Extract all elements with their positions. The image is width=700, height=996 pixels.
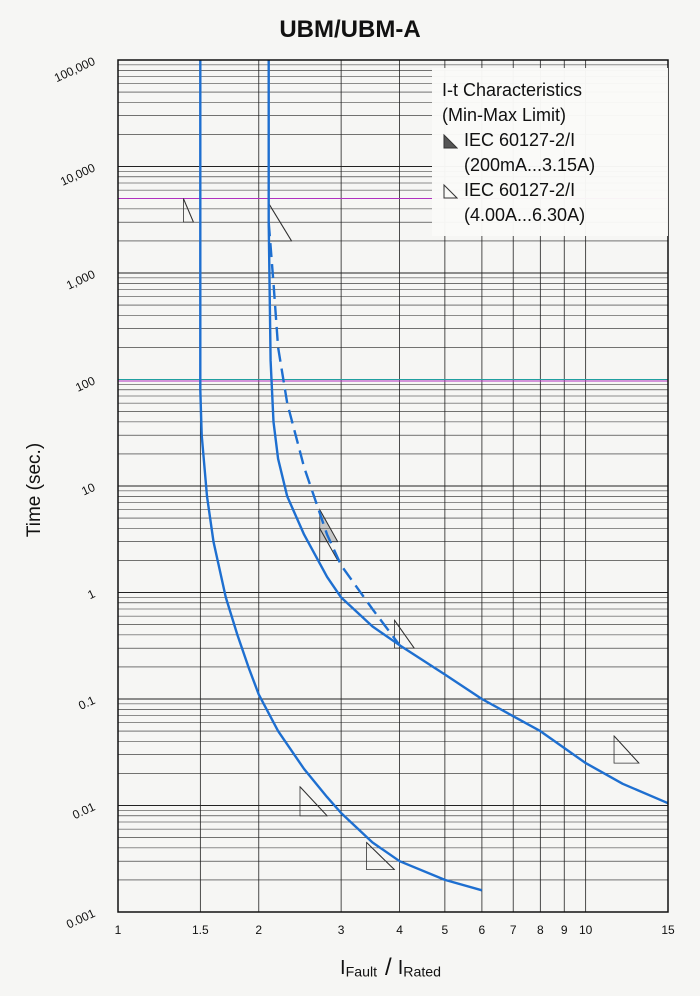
y-tick-label: 100,000 (52, 54, 98, 85)
x-axis-label-rated-letter: I (397, 957, 404, 979)
x-tick-label: 9 (561, 923, 568, 937)
x-tick-label: 15 (661, 923, 675, 937)
x-axis-label-fault: Fault (345, 964, 378, 981)
dashed-curve (267, 222, 401, 646)
x-tick-label: 5 (442, 923, 449, 937)
solid-curve (199, 60, 483, 892)
x-axis-label-rated: Rated (403, 964, 442, 981)
x-axis-label-fault-letter: I (340, 957, 346, 979)
legend-title-line2: (Min-Max Limit) (442, 105, 566, 125)
legend: I-t Characteristics (Min-Max Limit) IEC … (432, 68, 668, 236)
y-tick-label: 1 (85, 586, 97, 602)
legend-entry-2: IEC 60127-2/I (442, 178, 668, 203)
limit-marker-outline (319, 526, 339, 561)
y-tick-label: 1,000 (64, 267, 97, 293)
legend-title-line1: I-t Characteristics (442, 80, 583, 100)
series-curves (199, 60, 669, 892)
solid-curve (267, 60, 669, 805)
x-tick-label: 4 (396, 923, 403, 937)
limit-marker-outline (366, 841, 396, 871)
legend-entry-2-line2: (4.00A...6.30A) (464, 205, 586, 225)
y-tick-label: 10,000 (58, 160, 97, 188)
limit-marker-filled (319, 508, 339, 543)
y-tick-label: 0.01 (70, 799, 97, 822)
x-tick-label: 7 (510, 923, 517, 937)
x-axis-label: IFault / IRated (340, 954, 441, 982)
y-tick-label: 0.001 (64, 906, 97, 932)
x-tick-label: 2 (255, 923, 262, 937)
x-tick-label: 1 (115, 923, 122, 937)
x-tick-label: 10 (579, 923, 593, 937)
legend-entry-2-line1: IEC 60127-2/I (464, 180, 576, 200)
plot-frame (117, 59, 669, 913)
x-tick-label: 1.5 (192, 923, 209, 937)
x-tick-label: 8 (537, 923, 544, 937)
legend-entry-1: IEC 60127-2/I (442, 128, 668, 153)
y-tick-label: 0.1 (76, 693, 97, 713)
y-axis-label: Time (sec.) (24, 442, 45, 538)
limit-marker-outline (299, 785, 329, 817)
legend-entry-1-line1: IEC 60127-2/I (464, 130, 576, 150)
outline-triangle-icon (443, 183, 458, 198)
chart-title: UBM/UBM-A (279, 16, 421, 43)
x-axis-label-slash: / (385, 954, 392, 981)
legend-entry-1-line2: (200mA...3.15A) (464, 155, 596, 175)
limit-markers (182, 198, 640, 871)
limit-marker-outline (183, 198, 195, 223)
x-tick-label: 6 (479, 923, 486, 937)
y-tick-label: 100 (73, 373, 97, 394)
limit-marker-outline (613, 734, 640, 764)
filled-triangle-icon (443, 133, 458, 148)
y-tick-label: 10 (79, 480, 97, 498)
x-tick-label: 3 (338, 923, 345, 937)
